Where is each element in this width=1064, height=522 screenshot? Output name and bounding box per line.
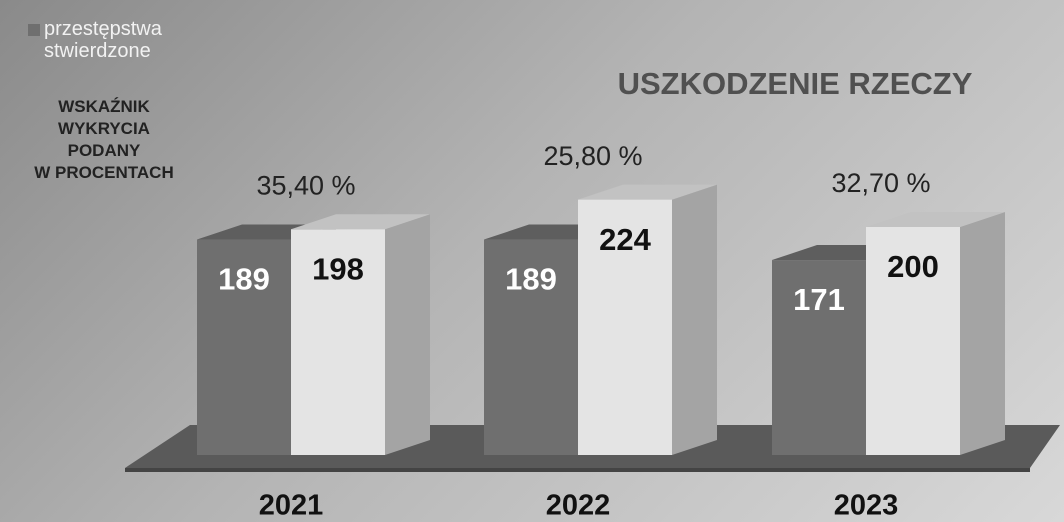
- rate-label: 35,40 %: [256, 170, 355, 200]
- value-label: 189: [218, 262, 270, 297]
- value-label: 171: [793, 282, 845, 317]
- floor-edge: [125, 468, 1030, 472]
- annotation-line: W PROCENTACH: [34, 163, 174, 182]
- bar: [291, 229, 385, 455]
- bar-side: [960, 212, 1005, 455]
- bar: [484, 239, 578, 455]
- x-tick-label: 2022: [546, 490, 611, 522]
- value-label: 198: [312, 251, 364, 286]
- annotation-line: WYKRYCIA: [58, 119, 150, 138]
- x-tick-label: 2021: [259, 490, 324, 522]
- legend-swatch: [28, 24, 40, 36]
- value-label: 189: [505, 262, 557, 297]
- annotation-line: WSKAŹNIK: [58, 97, 150, 116]
- annotation: WSKAŹNIK WYKRYCIA PODANY W PROCENTACH: [4, 96, 204, 184]
- value-label: 224: [599, 222, 651, 257]
- legend-label: przestępstwa stwierdzone: [44, 18, 162, 62]
- legend: przestępstwa stwierdzone: [28, 18, 218, 62]
- bar-top: [866, 212, 1005, 227]
- value-label: 200: [887, 249, 939, 284]
- chart-title: USZKODZENIE RZECZY: [618, 66, 973, 101]
- bar: [578, 199, 672, 455]
- bar: [772, 260, 866, 455]
- bar: [866, 227, 960, 455]
- rate-label: 25,80 %: [543, 141, 642, 171]
- x-tick-label: 2023: [834, 490, 899, 522]
- bar: [197, 239, 291, 455]
- annotation-line: PODANY: [67, 141, 141, 160]
- bar-side: [672, 184, 717, 455]
- rate-label: 32,70 %: [831, 168, 930, 198]
- bar-side: [385, 214, 430, 455]
- bar-top: [578, 184, 717, 200]
- bar-top: [291, 214, 430, 230]
